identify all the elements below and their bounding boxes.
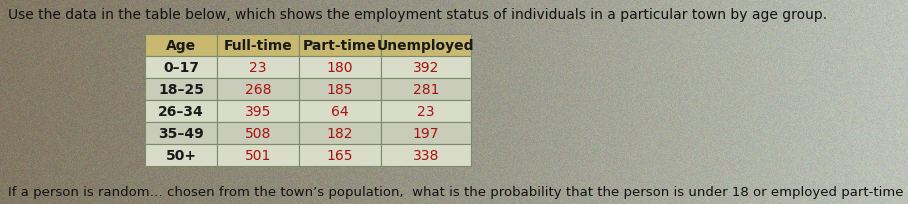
Bar	[145, 144, 217, 166]
Text: Age: Age	[166, 39, 196, 53]
Text: 180: 180	[327, 61, 353, 75]
Text: 501: 501	[245, 148, 271, 162]
Bar	[145, 122, 217, 144]
Text: 185: 185	[327, 83, 353, 96]
Text: 182: 182	[327, 126, 353, 140]
Text: Part-time: Part-time	[303, 39, 377, 53]
Bar	[299, 57, 381, 79]
Text: 197: 197	[413, 126, 439, 140]
Bar	[299, 101, 381, 122]
Text: Unemployed: Unemployed	[377, 39, 475, 53]
Text: 23: 23	[250, 61, 267, 75]
Bar	[217, 144, 299, 166]
Text: 281: 281	[413, 83, 439, 96]
Bar	[299, 144, 381, 166]
Bar	[381, 144, 471, 166]
Bar	[381, 57, 471, 79]
Bar	[381, 122, 471, 144]
Text: 268: 268	[245, 83, 271, 96]
Text: 392: 392	[413, 61, 439, 75]
Text: 165: 165	[327, 148, 353, 162]
Text: 64: 64	[331, 104, 349, 118]
Bar	[145, 57, 217, 79]
Bar	[217, 57, 299, 79]
Bar	[381, 101, 471, 122]
Bar	[299, 35, 381, 57]
Text: 23: 23	[418, 104, 435, 118]
Text: If a person is random… chosen from the town’s population,  what is the probabili: If a person is random… chosen from the t…	[8, 185, 903, 198]
Text: Full-time: Full-time	[223, 39, 292, 53]
Bar	[381, 35, 471, 57]
Bar	[299, 79, 381, 101]
Text: 508: 508	[245, 126, 271, 140]
Text: 395: 395	[245, 104, 271, 118]
Text: 35–49: 35–49	[158, 126, 204, 140]
Bar	[145, 79, 217, 101]
Text: 338: 338	[413, 148, 439, 162]
Text: Use the data in the table below, which shows the employment status of individual: Use the data in the table below, which s…	[8, 8, 827, 22]
Text: 50+: 50+	[165, 148, 196, 162]
Bar	[217, 79, 299, 101]
Text: 26–34: 26–34	[158, 104, 204, 118]
Text: 0–17: 0–17	[163, 61, 199, 75]
Bar	[217, 101, 299, 122]
Bar	[145, 35, 217, 57]
Bar	[299, 122, 381, 144]
Bar	[381, 79, 471, 101]
Bar	[217, 35, 299, 57]
Bar	[145, 101, 217, 122]
Text: 18–25: 18–25	[158, 83, 204, 96]
Bar	[217, 122, 299, 144]
